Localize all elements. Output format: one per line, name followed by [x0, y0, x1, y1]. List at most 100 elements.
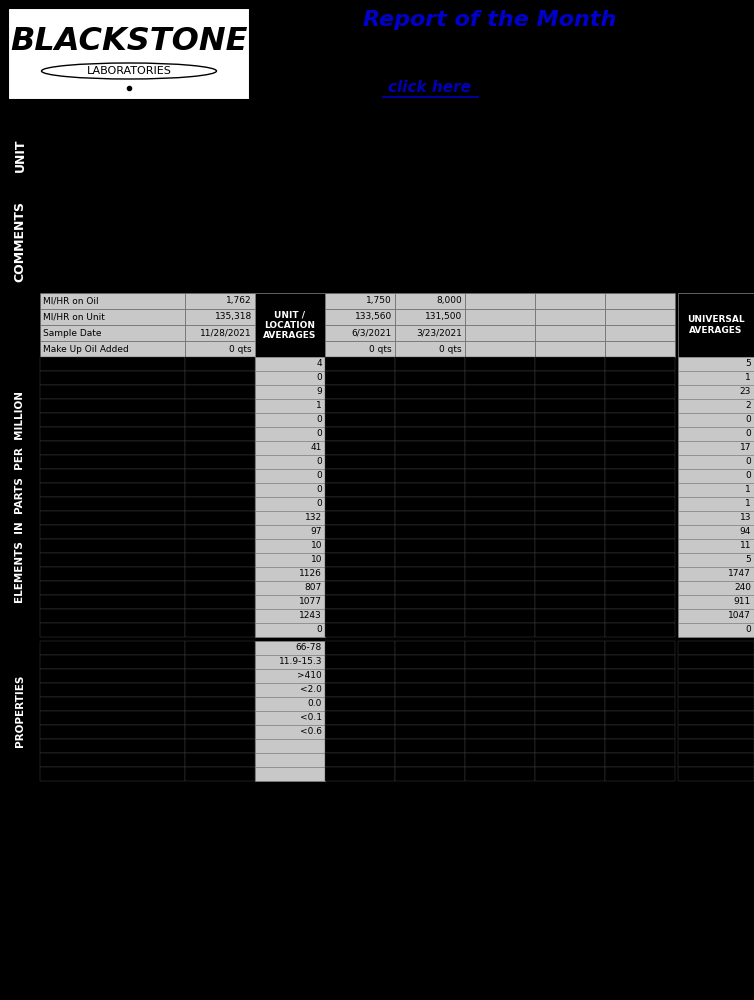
Text: COMMENTS: COMMENTS: [14, 202, 26, 282]
Bar: [465, 753, 535, 767]
Bar: [678, 767, 754, 781]
Bar: [40, 641, 185, 655]
Text: Report of the Month: Report of the Month: [363, 10, 617, 30]
Text: <0.6: <0.6: [300, 728, 322, 736]
Bar: [395, 511, 465, 525]
Bar: [465, 511, 535, 525]
Text: >410: >410: [297, 672, 322, 680]
Bar: [40, 455, 185, 469]
Text: 10: 10: [311, 542, 322, 550]
Bar: [535, 455, 605, 469]
Bar: [325, 497, 395, 511]
Bar: [605, 497, 675, 511]
Bar: [185, 567, 255, 581]
Bar: [605, 483, 675, 497]
Bar: [535, 469, 605, 483]
Bar: [325, 357, 395, 371]
Bar: [678, 753, 754, 767]
Text: 3/23/2021: 3/23/2021: [416, 328, 462, 338]
Bar: [40, 525, 185, 539]
Bar: [535, 413, 605, 427]
Text: 1047: 1047: [728, 611, 751, 620]
Text: MI/HR on Unit: MI/HR on Unit: [43, 312, 105, 322]
Bar: [185, 539, 255, 553]
Text: 807: 807: [305, 584, 322, 592]
Bar: [185, 441, 255, 455]
Text: 1: 1: [316, 401, 322, 410]
Bar: [325, 293, 395, 309]
Text: 0: 0: [745, 472, 751, 481]
Bar: [395, 697, 465, 711]
Bar: [185, 641, 255, 655]
Bar: [40, 293, 185, 309]
Bar: [535, 655, 605, 669]
Bar: [255, 483, 325, 497]
Bar: [465, 413, 535, 427]
Text: 97: 97: [311, 528, 322, 536]
Bar: [185, 767, 255, 781]
Bar: [255, 767, 325, 781]
Bar: [325, 553, 395, 567]
Text: 1: 1: [745, 373, 751, 382]
Bar: [40, 385, 185, 399]
Bar: [40, 399, 185, 413]
Bar: [255, 511, 325, 525]
Bar: [40, 595, 185, 609]
Bar: [185, 371, 255, 385]
Text: 11/28/2021: 11/28/2021: [201, 328, 252, 338]
Bar: [325, 595, 395, 609]
Text: 1: 1: [745, 499, 751, 508]
Bar: [395, 753, 465, 767]
Bar: [535, 595, 605, 609]
Bar: [255, 567, 325, 581]
Bar: [325, 623, 395, 637]
Text: UNIT: UNIT: [14, 138, 26, 172]
Bar: [185, 609, 255, 623]
Text: 1077: 1077: [299, 597, 322, 606]
Bar: [605, 655, 675, 669]
Bar: [325, 767, 395, 781]
Bar: [465, 655, 535, 669]
Text: 4: 4: [317, 360, 322, 368]
Bar: [395, 683, 465, 697]
Bar: [395, 427, 465, 441]
Text: UNIT /
LOCATION
AVERAGES: UNIT / LOCATION AVERAGES: [263, 310, 317, 340]
Bar: [40, 581, 185, 595]
Bar: [605, 553, 675, 567]
Bar: [40, 427, 185, 441]
Bar: [605, 739, 675, 753]
Bar: [678, 525, 754, 539]
Text: 133,560: 133,560: [354, 312, 392, 322]
Bar: [678, 655, 754, 669]
Bar: [40, 655, 185, 669]
Bar: [395, 553, 465, 567]
Bar: [605, 641, 675, 655]
Bar: [535, 357, 605, 371]
Text: LABORATORIES: LABORATORIES: [87, 66, 171, 76]
Bar: [185, 511, 255, 525]
Bar: [605, 697, 675, 711]
Bar: [395, 711, 465, 725]
Text: 240: 240: [734, 584, 751, 592]
Bar: [40, 683, 185, 697]
Text: 0: 0: [745, 416, 751, 424]
Text: 0 qts: 0 qts: [369, 344, 392, 354]
Bar: [325, 711, 395, 725]
Bar: [325, 385, 395, 399]
Bar: [40, 469, 185, 483]
Bar: [185, 683, 255, 697]
Bar: [325, 399, 395, 413]
Bar: [40, 497, 185, 511]
Bar: [465, 371, 535, 385]
Bar: [605, 357, 675, 371]
Bar: [40, 371, 185, 385]
Bar: [255, 399, 325, 413]
Bar: [255, 497, 325, 511]
Text: 135,318: 135,318: [215, 312, 252, 322]
Bar: [40, 325, 185, 341]
Text: 0.0: 0.0: [308, 700, 322, 708]
Bar: [395, 739, 465, 753]
Bar: [678, 497, 754, 511]
Text: 0: 0: [316, 486, 322, 494]
Bar: [678, 293, 754, 357]
